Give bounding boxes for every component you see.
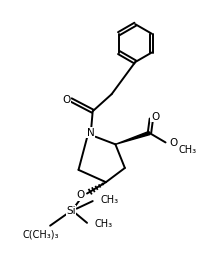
Text: CH₃: CH₃ [95,219,113,229]
Polygon shape [115,131,150,144]
Text: C(CH₃)₃: C(CH₃)₃ [22,229,59,239]
Text: CH₃: CH₃ [100,195,118,205]
Text: O: O [151,112,159,122]
Text: N: N [87,128,95,138]
Text: O: O [169,138,178,148]
Text: O: O [62,95,70,105]
Text: Si: Si [66,206,76,215]
Text: O: O [76,191,84,200]
Text: CH₃: CH₃ [179,145,197,155]
